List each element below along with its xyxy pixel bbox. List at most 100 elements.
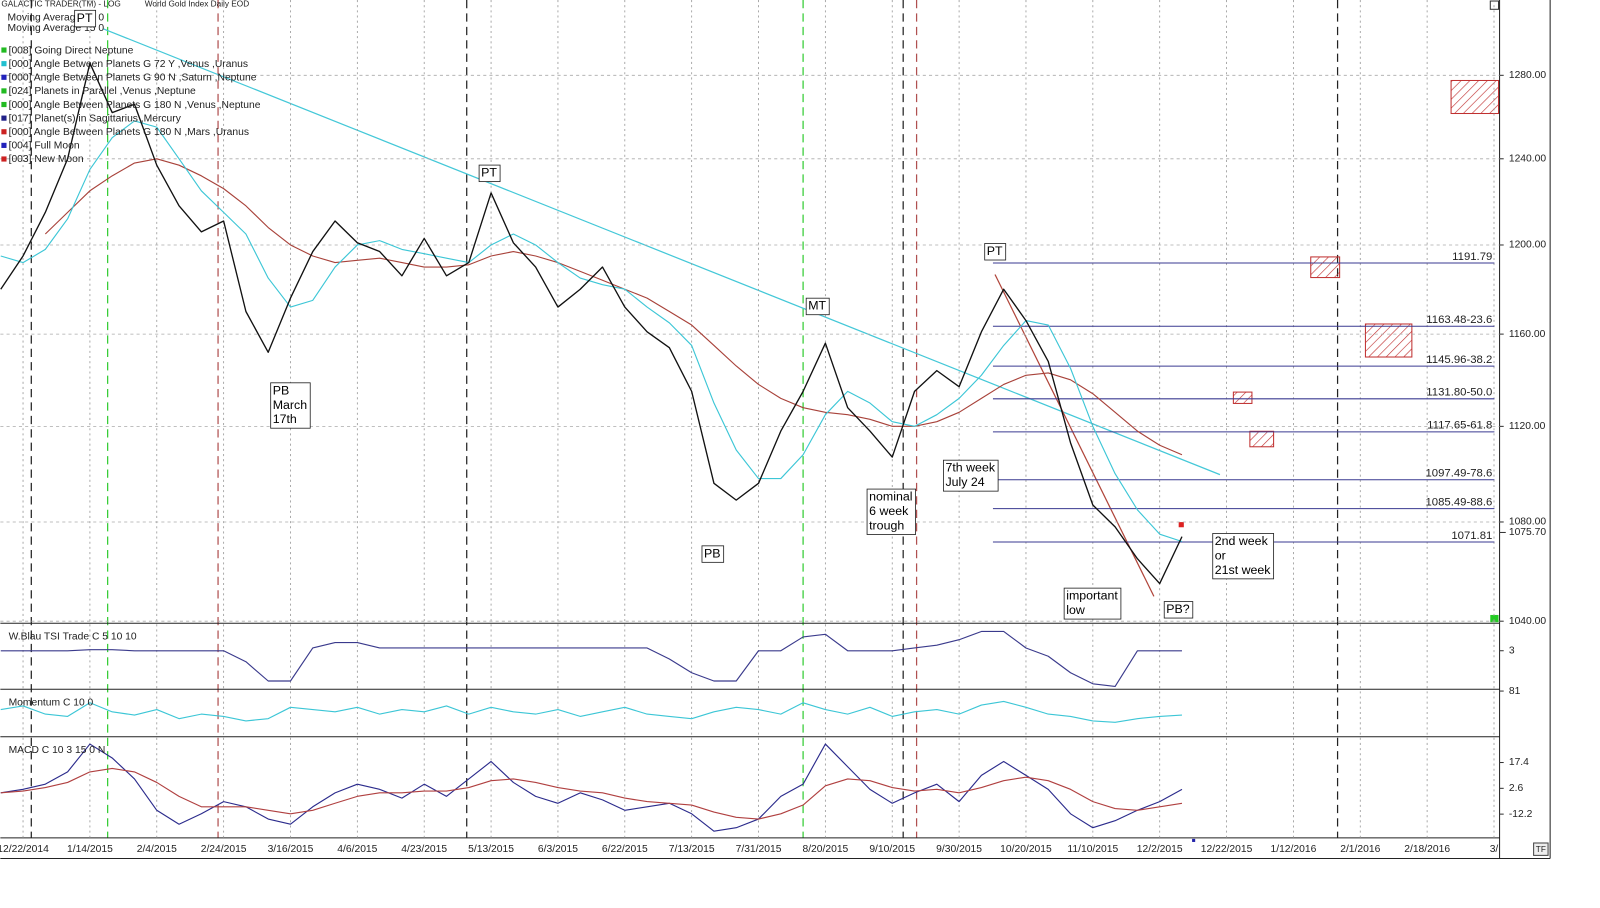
x-tick-label: 4/6/2015 bbox=[337, 844, 377, 855]
y-tick-label: 1240.00 bbox=[1509, 154, 1546, 165]
legend-marker bbox=[1, 156, 7, 162]
series-line bbox=[0, 767, 1183, 820]
x-tick-label: 12/22/2015 bbox=[1201, 844, 1253, 855]
legend-marker bbox=[1, 88, 7, 94]
legend-label: [000] Angle Between Planets G 180 N ,Ven… bbox=[9, 100, 261, 111]
annotation-box bbox=[1212, 533, 1275, 580]
annotation: PB? bbox=[1163, 601, 1194, 619]
annotation-box bbox=[866, 488, 916, 535]
annotation-text: or bbox=[1215, 548, 1226, 562]
legend-label: [000] Angle Between Planets G 180 N ,Mar… bbox=[9, 127, 249, 138]
projection-box bbox=[1232, 391, 1253, 404]
y-tick-label: 3 bbox=[1509, 645, 1515, 656]
x-tick-label: 12/22/2014 bbox=[0, 844, 49, 855]
panel-label: MACD C 10 3 15 0 N bbox=[9, 745, 106, 756]
x-tick-label: 11/10/2015 bbox=[1067, 844, 1118, 855]
x-tick-label: 1/14/2015 bbox=[67, 844, 113, 855]
legend-marker bbox=[1, 115, 7, 121]
projection-box bbox=[1364, 323, 1413, 358]
annotation-text: PB? bbox=[1166, 602, 1190, 616]
annotation-box bbox=[701, 545, 725, 563]
annotation-box bbox=[943, 459, 999, 492]
legend-marker bbox=[1, 129, 7, 135]
legend-label: [000] Angle Between Planets G 90 N ,Satu… bbox=[9, 73, 257, 84]
legend-label: [017] Planet(s) in Sagittarius ,Mercury bbox=[9, 113, 182, 124]
annotation-text: trough bbox=[869, 518, 904, 532]
legend-label: [000] Angle Between Planets G 72 Y ,Venu… bbox=[9, 59, 248, 70]
x-tick-label: 9/10/2015 bbox=[869, 844, 915, 855]
legend-label: [024] Planets in Parallel ,Venus ,Neptun… bbox=[9, 86, 196, 97]
x-tick-label: 4/23/2015 bbox=[401, 844, 447, 855]
annotation-text: 21st week bbox=[1215, 563, 1272, 577]
series-line bbox=[0, 743, 1183, 832]
annotation-box bbox=[805, 297, 830, 316]
y-tick-label: -12.2 bbox=[1509, 809, 1533, 820]
x-tick-label: 7/13/2015 bbox=[669, 844, 715, 855]
annotation-box bbox=[270, 382, 311, 429]
y-tick-label: 1200.00 bbox=[1509, 240, 1546, 251]
marker bbox=[1178, 522, 1184, 528]
fib-label: 1145.96-38.2 bbox=[1426, 354, 1492, 366]
annotation-text: PB bbox=[273, 383, 290, 397]
fib-label: 1191.79 bbox=[1452, 251, 1492, 263]
y-tick-label: 1160.00 bbox=[1509, 329, 1546, 340]
y-tick-label: 1120.00 bbox=[1509, 421, 1546, 432]
x-tick-label: 5/13/2015 bbox=[468, 844, 514, 855]
annotation: PT bbox=[478, 164, 501, 183]
projection-boxes bbox=[1232, 79, 1500, 448]
legend-marker bbox=[1, 61, 7, 67]
annotation-text: low bbox=[1066, 603, 1085, 617]
x-tick-label: 9/30/2015 bbox=[936, 844, 982, 855]
tf-button[interactable] bbox=[1533, 842, 1549, 856]
y-tick-label: 81 bbox=[1509, 686, 1521, 697]
annotation-text: PB bbox=[704, 546, 721, 560]
annotation-text: 6 week bbox=[869, 504, 909, 518]
app-name: GALACTIC TRADER(TM) - LOG bbox=[1, 0, 120, 8]
y-tick-label: 1040.00 bbox=[1509, 616, 1546, 627]
legend-marker bbox=[1, 142, 7, 148]
annotation-text: nominal bbox=[869, 490, 912, 504]
chart-title: World Gold Index Daily EOD bbox=[145, 0, 249, 8]
fib-label: 1117.65-61.8 bbox=[1427, 420, 1492, 432]
y-tick-label: 2.6 bbox=[1509, 783, 1524, 794]
marker bbox=[1192, 838, 1196, 842]
fib-label: 1163.48-23.6 bbox=[1426, 314, 1492, 326]
marker bbox=[1490, 614, 1499, 623]
annotation: PT bbox=[984, 243, 1007, 261]
cycle-lines bbox=[30, 0, 1339, 838]
x-tick-label: 6/3/2015 bbox=[538, 844, 578, 855]
projection-box bbox=[1310, 256, 1341, 279]
x-tick-label: 2/1/2016 bbox=[1340, 844, 1380, 855]
annotation-box bbox=[1163, 601, 1194, 619]
annotation-text: PT bbox=[481, 166, 497, 180]
legend-label: [004] Full Moon bbox=[9, 141, 80, 152]
x-tick-label: 2/4/2015 bbox=[137, 844, 177, 855]
annotation-text: 7th week bbox=[945, 461, 995, 475]
annotation-text: MT bbox=[808, 299, 826, 313]
annotation: MT bbox=[805, 297, 830, 316]
fib-label: 1071.81 bbox=[1451, 530, 1492, 542]
tf-button-label[interactable]: TF bbox=[1536, 845, 1546, 854]
x-tick-label: 8/20/2015 bbox=[802, 844, 848, 855]
annotation-text: March bbox=[273, 398, 307, 412]
projection-box bbox=[1450, 79, 1500, 115]
projection-box bbox=[1249, 430, 1275, 448]
annotation-text: PT bbox=[987, 244, 1003, 258]
trend-line bbox=[103, 28, 1221, 476]
last-price-label: 1075.70 bbox=[1509, 527, 1546, 538]
x-tick-label: 6/22/2015 bbox=[602, 844, 648, 855]
series-line bbox=[44, 158, 1183, 456]
series-line bbox=[0, 630, 1182, 688]
annotation: PT bbox=[74, 9, 97, 28]
legend-label: Moving Average 45 0 bbox=[8, 12, 105, 23]
series-line bbox=[0, 120, 1183, 543]
annotation-text: 17th bbox=[273, 412, 297, 426]
annotation-box bbox=[984, 243, 1007, 261]
legend-marker bbox=[1, 74, 7, 80]
panel-label: Momentum C 10 0 bbox=[9, 697, 94, 708]
annotation-text: 2nd week bbox=[1215, 534, 1269, 548]
